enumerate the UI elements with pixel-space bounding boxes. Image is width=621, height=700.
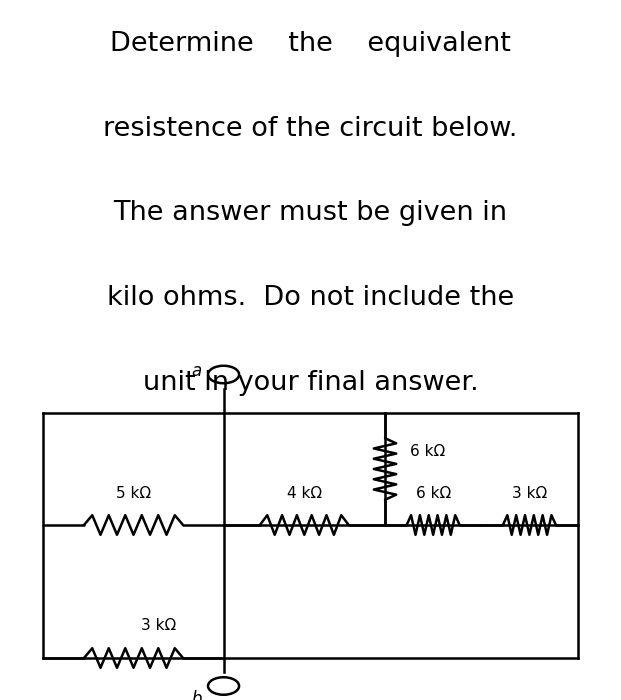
Text: b: b [191,690,202,700]
Text: Determine    the    equivalent: Determine the equivalent [110,31,511,57]
Text: 3 kΩ: 3 kΩ [141,619,176,634]
Text: 4 kΩ: 4 kΩ [287,486,322,500]
Text: 5 kΩ: 5 kΩ [116,486,151,500]
Text: 3 kΩ: 3 kΩ [512,486,547,500]
Text: unit in your final answer.: unit in your final answer. [143,370,478,395]
Text: resistence of the circuit below.: resistence of the circuit below. [103,116,518,141]
Text: kilo ohms.  Do not include the: kilo ohms. Do not include the [107,285,514,311]
Text: a: a [191,362,202,380]
Text: 6 kΩ: 6 kΩ [415,486,451,500]
Text: 6 kΩ: 6 kΩ [410,444,445,459]
Text: The answer must be given in: The answer must be given in [114,200,507,226]
